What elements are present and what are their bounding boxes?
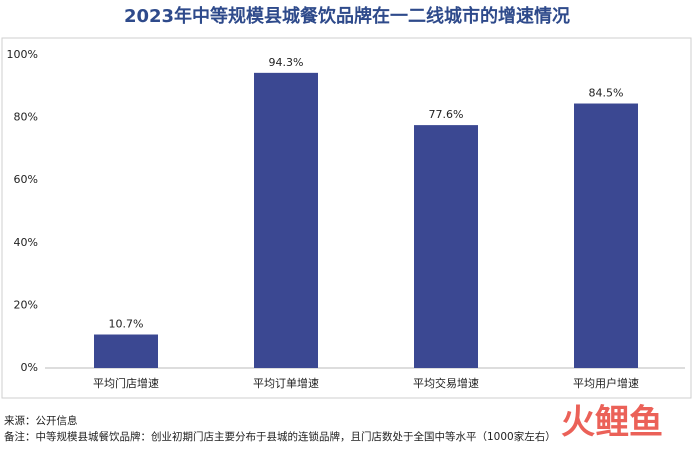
value-label: 77.6%: [429, 108, 464, 121]
x-tick-label: 平均用户增速: [573, 376, 639, 390]
value-label: 84.5%: [589, 87, 624, 100]
value-label: 10.7%: [109, 318, 144, 331]
bar: [574, 103, 638, 368]
source: 来源：公开信息: [4, 414, 78, 427]
note: 备注：中等规模县城餐饮品牌：创业初期门店主要分布于县城的连锁品牌，且门店数处于全…: [4, 430, 556, 443]
y-tick-label: 20%: [14, 298, 38, 311]
bar: [94, 334, 158, 368]
x-tick-label: 平均门店增速: [93, 376, 159, 390]
bar: [414, 125, 478, 368]
y-tick-label: 80%: [14, 111, 38, 124]
chart-frame: [1, 37, 692, 399]
y-tick-label: 60%: [14, 173, 38, 186]
y-tick-label: 100%: [7, 48, 38, 61]
watermark: 火鲤鱼: [561, 403, 663, 443]
x-tick-label: 平均交易增速: [413, 376, 479, 390]
bar: [254, 72, 318, 368]
y-tick-label: 40%: [14, 236, 38, 249]
y-tick-label: 0%: [21, 361, 38, 374]
chart-title: 2023年中等规模县城餐饮品牌在一二线城市的增速情况: [124, 5, 570, 27]
value-label: 94.3%: [269, 56, 304, 69]
x-tick-label: 平均订单增速: [253, 376, 319, 390]
